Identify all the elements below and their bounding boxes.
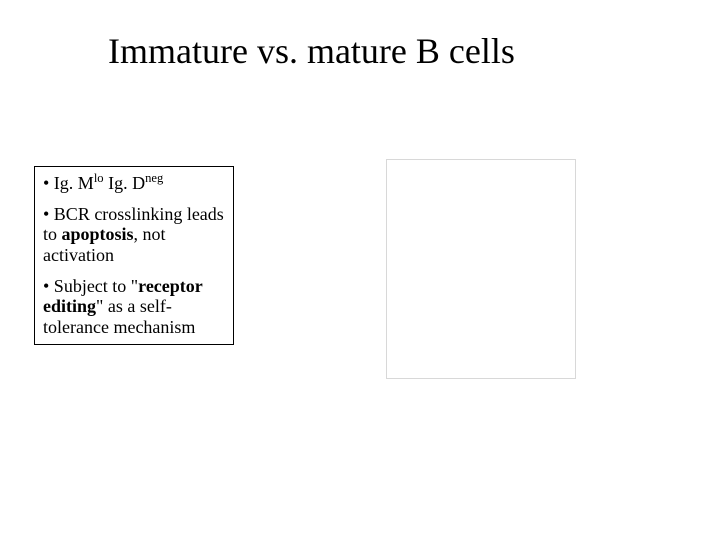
bullet-receptor-editing: • Subject to "receptor editing" as a sel… <box>43 276 225 338</box>
bullet-text: • Ig. M <box>43 173 94 193</box>
left-content-box: • Ig. Mlo Ig. Dneg • BCR crosslinking le… <box>34 166 234 345</box>
slide-title: Immature vs. mature B cells <box>108 30 515 72</box>
right-empty-box <box>386 159 576 379</box>
superscript-neg: neg <box>145 171 163 185</box>
bullet-text: • Subject to " <box>43 276 138 296</box>
superscript-lo: lo <box>94 171 104 185</box>
bullet-bold: apoptosis <box>62 224 134 244</box>
bullet-text: Ig. D <box>104 173 146 193</box>
bullet-bcr-crosslinking: • BCR crosslinking leads to apoptosis, n… <box>43 204 225 266</box>
slide: Immature vs. mature B cells • Ig. Mlo Ig… <box>0 0 720 540</box>
bullet-igm-igd: • Ig. Mlo Ig. Dneg <box>43 173 225 194</box>
